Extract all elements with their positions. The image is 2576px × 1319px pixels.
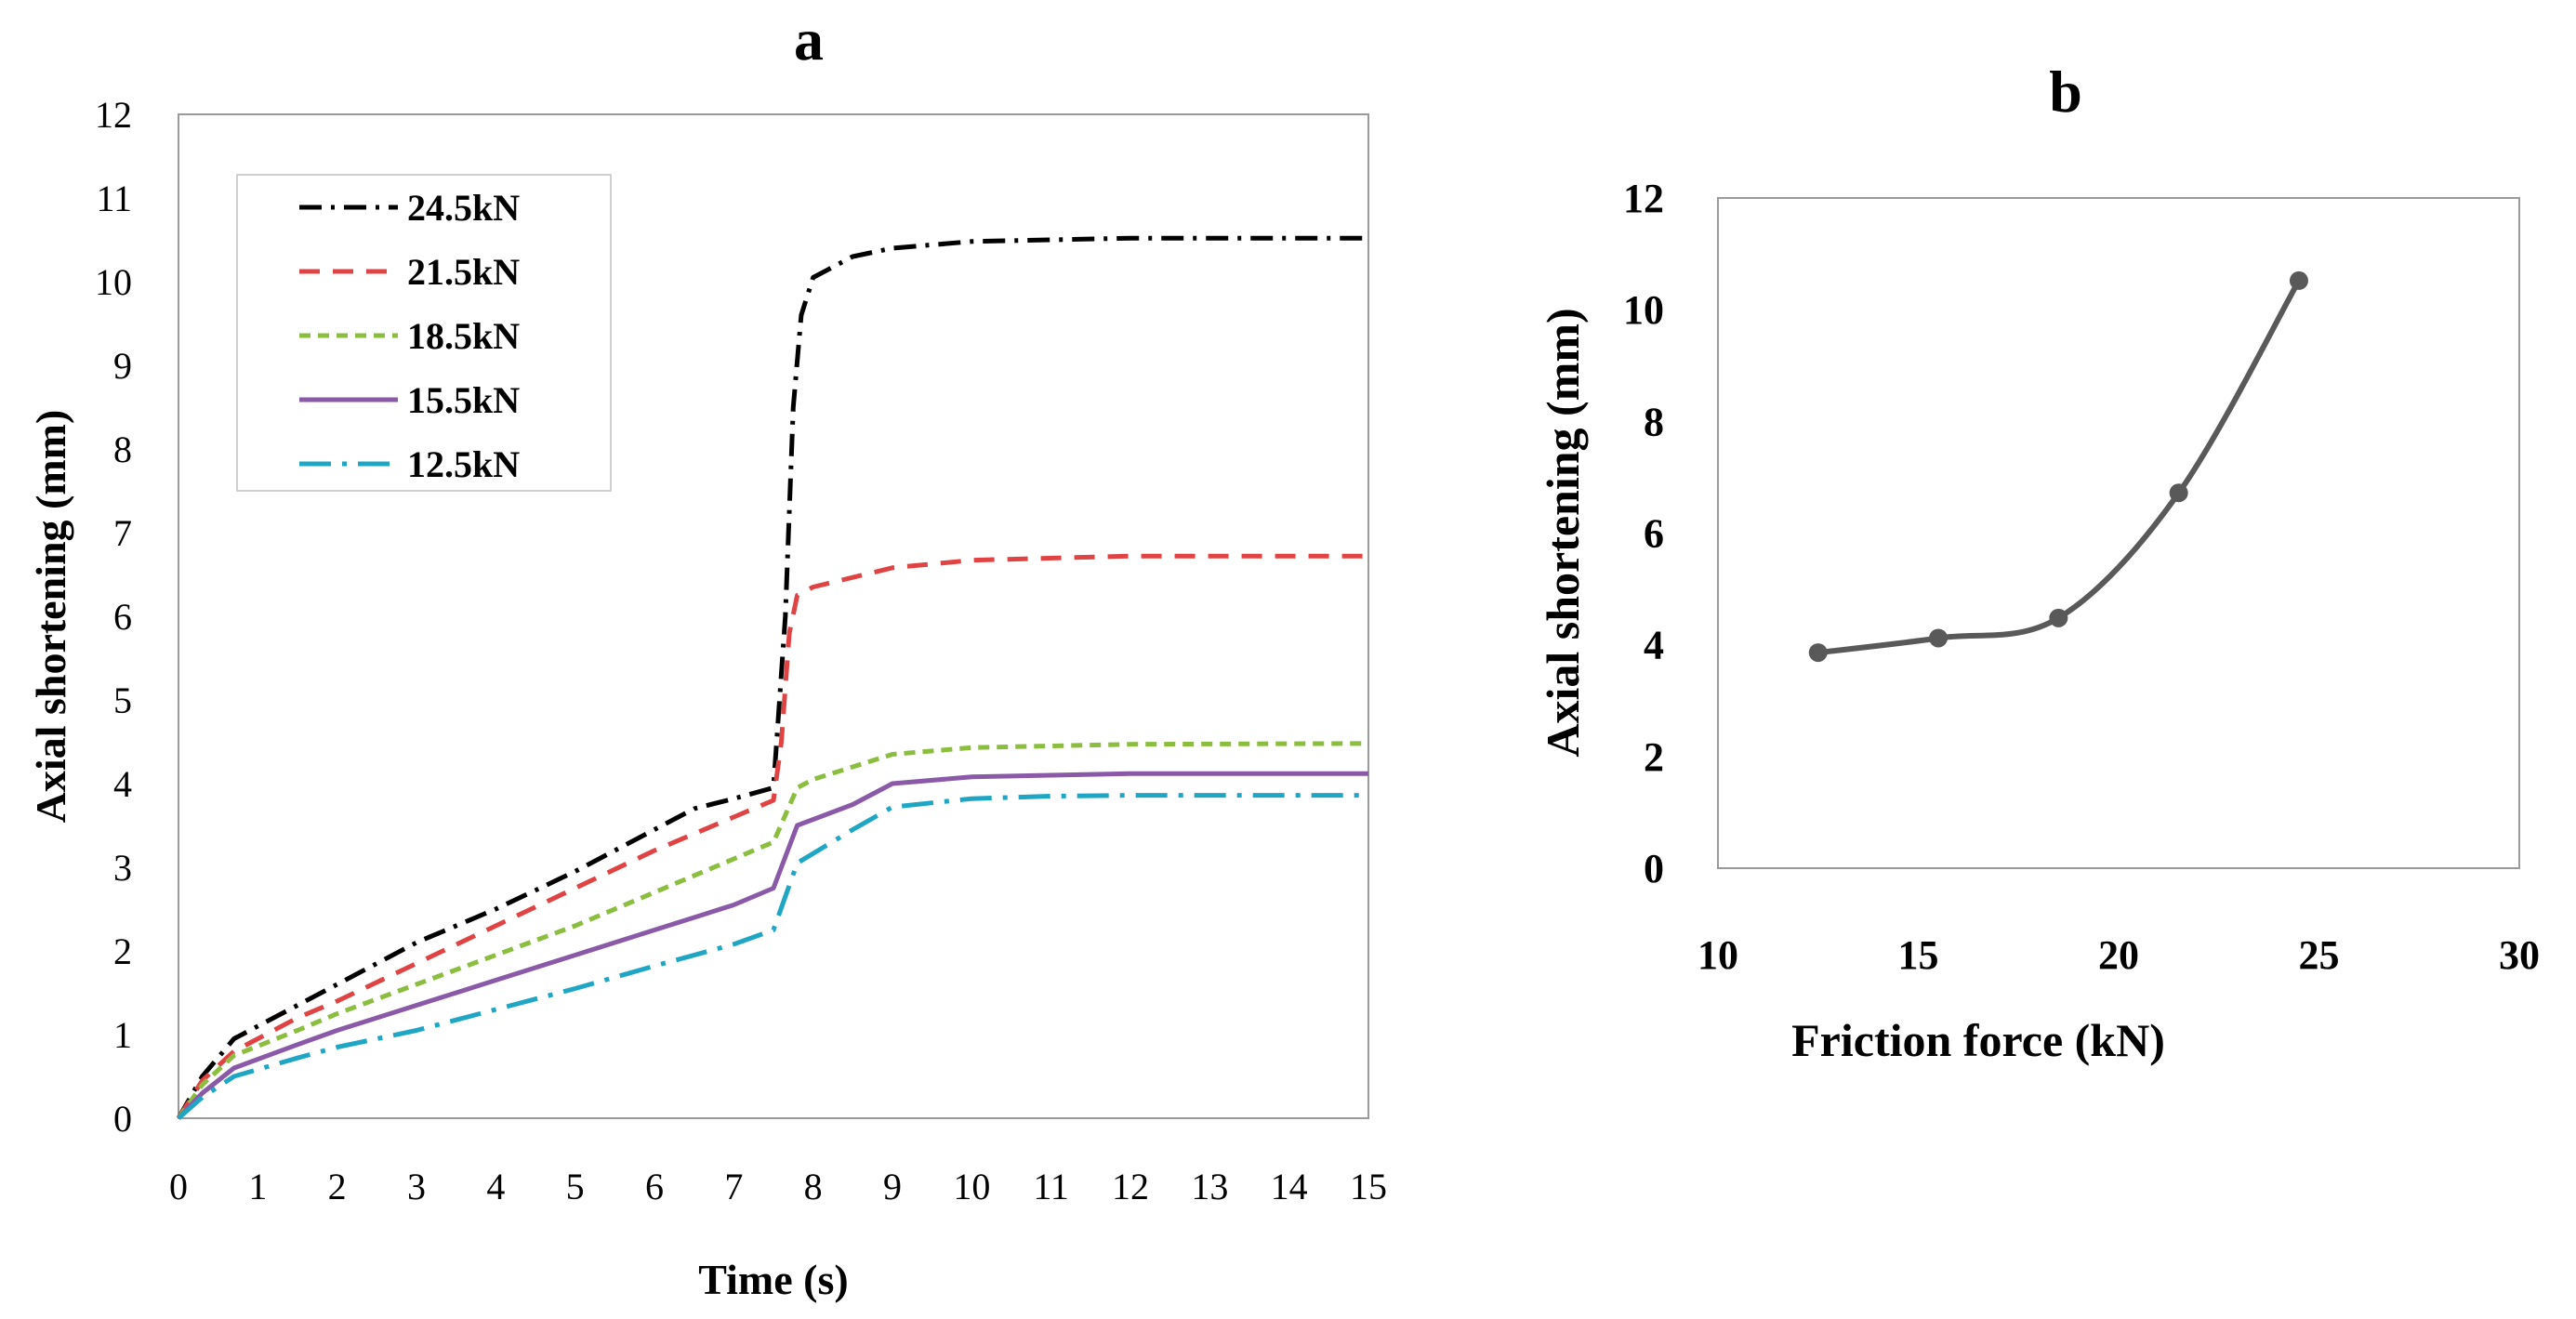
panel-a-title: a (794, 7, 824, 73)
panel-b-y-tick-label: 12 (1623, 176, 1664, 221)
panel-a-y-tick-label: 9 (113, 345, 132, 387)
panel-a-y-tick-label: 3 (113, 847, 132, 889)
panel-b-data-point-2 (2049, 608, 2068, 627)
panel-a-series-line-0 (176, 235, 1368, 1120)
panel-b-x-tick-label: 10 (1698, 932, 1738, 978)
panel-a-y-tick-label: 0 (113, 1098, 132, 1140)
panel-a-x-tick-label: 1 (248, 1166, 267, 1207)
panel-a-y-tick-label: 11 (96, 178, 132, 219)
panel-a-x-tick-label: 8 (804, 1166, 823, 1207)
panel-a-y-tick-label: 4 (113, 763, 132, 805)
panel-b-y-axis-title: Axial shortening (mm) (1537, 308, 1589, 757)
panel-b-y-tick-label: 0 (1644, 846, 1664, 891)
panel-b-y-ticks: 0 2 4 6 8 10 12 (1623, 176, 1664, 891)
panel-a-y-tick-label: 6 (113, 596, 132, 638)
panel-a-legend-label-1: 21.5kN (407, 251, 520, 293)
panel-b-data-point-4 (2289, 270, 2308, 290)
panel-a-legend-label-2: 18.5kN (407, 315, 520, 357)
panel-a-x-ticks: 0 1 2 3 4 5 6 7 8 9 10 11 12 13 14 15 (169, 1166, 1387, 1207)
panel-a-x-tick-label: 2 (328, 1166, 347, 1207)
panel-b-data-point-0 (1808, 643, 1828, 663)
panel-b-x-tick-label: 25 (2299, 932, 2340, 978)
panel-a-plot-frame (178, 113, 1369, 1119)
panel-b-y-tick-label: 10 (1623, 287, 1664, 333)
panel-a-x-tick-label: 6 (645, 1166, 664, 1207)
panel-a-legend-box (236, 174, 612, 492)
panel-a-y-tick-label: 12 (95, 94, 132, 136)
panel-a-legend-label-0: 24.5kN (407, 187, 520, 229)
panel-a-x-tick-label: 11 (1033, 1166, 1069, 1207)
panel-b-x-axis-title: Friction force (kN) (1791, 1014, 2165, 1066)
panel-b-data-point-1 (1929, 628, 1949, 648)
panel-a-x-tick-label: 3 (407, 1166, 426, 1207)
panel-a-x-tick-label: 7 (724, 1166, 743, 1207)
panel-b-x-tick-label: 15 (1898, 932, 1939, 978)
panel-a-x-tick-label: 13 (1191, 1166, 1228, 1207)
panel-b-data-point-3 (2169, 483, 2188, 503)
panel-a-x-tick-label: 9 (883, 1166, 902, 1207)
panel-a-legend: 24.5kN 21.5kN 18.5kN 15.5kN 12.5kN (236, 174, 612, 492)
panel-b-x-tick-label: 30 (2499, 932, 2540, 978)
panel-b-series-line (1815, 277, 2302, 656)
panel-a-series-line-3 (177, 771, 1368, 1120)
panel-b-chart: b 0 2 4 6 8 10 12 10 15 20 25 30 Friction force (k… (1537, 59, 2540, 1066)
panel-a-y-tick-label: 7 (113, 512, 132, 554)
panel-b-plot-frame (1717, 197, 2520, 869)
panel-a-series-line-1 (176, 553, 1368, 1120)
panel-a-x-tick-label: 4 (486, 1166, 505, 1207)
panel-a-x-tick-label: 5 (566, 1166, 585, 1207)
panel-a-x-tick-label: 15 (1350, 1166, 1387, 1207)
panel-a-legend-label-4: 12.5kN (407, 443, 520, 485)
panel-a-x-tick-label: 12 (1112, 1166, 1149, 1207)
panel-a-x-tick-label: 0 (169, 1166, 188, 1207)
panel-a-y-tick-label: 5 (113, 679, 132, 721)
panel-a-y-tick-label: 8 (113, 429, 132, 470)
panel-b-y-tick-label: 6 (1644, 511, 1664, 557)
panel-b-x-tick-label: 20 (2098, 932, 2139, 978)
panel-a-x-tick-label: 10 (953, 1166, 990, 1207)
panel-b-y-tick-label: 2 (1644, 734, 1664, 780)
panel-a-y-axis-title: Axial shortening (mm) (27, 410, 74, 824)
panel-a-legend-label-3: 15.5kN (407, 379, 520, 421)
panel-a-series-line-4 (177, 793, 1368, 1120)
panel-b-series (1808, 270, 2308, 663)
panel-a-y-tick-label: 1 (113, 1014, 132, 1056)
panel-a-y-tick-label: 10 (95, 261, 132, 303)
panel-b-y-tick-label: 8 (1644, 399, 1664, 444)
panel-b-y-tick-label: 4 (1644, 623, 1664, 668)
panel-a-y-tick-label: 2 (113, 930, 132, 972)
panel-a-x-tick-label: 14 (1271, 1166, 1308, 1207)
panel-b-title: b (2049, 59, 2082, 125)
panel-a-x-axis-title: Time (s) (698, 1256, 848, 1303)
panel-a-series (176, 235, 1369, 1120)
panel-b-x-ticks: 10 15 20 25 30 (1698, 932, 2540, 978)
panel-a-series-line-2 (176, 741, 1369, 1120)
